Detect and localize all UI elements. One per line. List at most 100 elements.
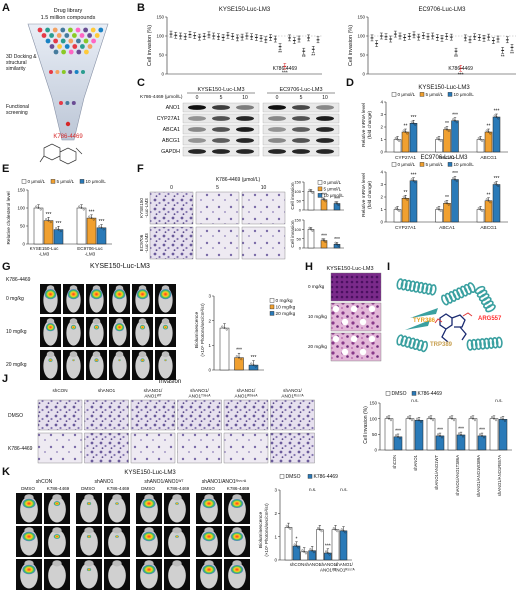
compound-dot <box>52 27 58 33</box>
replicate-point <box>295 545 298 547</box>
invasion-micrograph <box>149 226 194 260</box>
alveolar-space <box>332 335 340 343</box>
data-point <box>389 38 393 40</box>
bar <box>284 527 293 561</box>
replicate-point <box>342 529 345 532</box>
replicate-point <box>35 205 38 208</box>
y-tick-label: 4 <box>380 100 383 105</box>
filtered-compound-dot <box>81 70 85 74</box>
data-point <box>202 35 206 37</box>
y-tick-label: 50 <box>297 198 302 203</box>
mouse-head <box>92 318 101 325</box>
row-label: K786-4469 <box>8 446 33 452</box>
x-tick-label: shANO1/ANO1WT <box>434 455 439 490</box>
hit-label: K786-4469 <box>448 66 473 72</box>
replicate-point <box>324 200 327 203</box>
replicate-point <box>321 197 324 200</box>
panel-letter: F <box>137 163 144 175</box>
mouse-body <box>168 529 186 556</box>
bar <box>451 179 459 223</box>
mouse-image <box>155 350 176 380</box>
helix-turn <box>444 292 453 304</box>
blot-band <box>268 138 286 143</box>
mouse-body <box>48 562 66 589</box>
significance-mark: * <box>296 536 298 542</box>
y-axis-label: (×10⁶ Photons/sec/cm²/sr) <box>200 303 205 357</box>
hit-label: K786-4469 <box>273 66 298 72</box>
replicate-point <box>336 202 338 205</box>
mouse-image <box>63 284 84 314</box>
mouse-image <box>63 350 84 380</box>
helix-turn <box>412 338 420 351</box>
mouse-image <box>164 559 190 590</box>
replicate-point <box>495 419 497 422</box>
y-tick-label: 100 <box>156 34 164 39</box>
replicate-point <box>437 433 439 436</box>
y-tick-label: 50 <box>372 432 378 437</box>
dose-label: K786-4469 (μmol/L) <box>140 94 183 100</box>
blot-band <box>316 149 334 154</box>
y-axis-label: (fold change) <box>367 111 373 139</box>
replicate-point <box>493 417 495 420</box>
blot-band <box>268 116 286 121</box>
lane-dose-label: 0 <box>276 95 279 101</box>
lane-dose-label: 0 <box>196 95 199 101</box>
legend-label: 5 μmol/L <box>57 179 75 184</box>
significance-mark: ** <box>311 53 315 59</box>
y-tick-label: 3 <box>208 294 211 299</box>
replicate-point <box>334 241 337 244</box>
bar <box>339 530 348 561</box>
filtered-compound-dot <box>61 70 66 74</box>
mouse-body <box>80 529 98 556</box>
bioluminescence-signal <box>22 564 36 575</box>
data-point <box>370 37 374 39</box>
helix-turn <box>467 282 476 294</box>
replicate-point <box>454 178 456 181</box>
bioluminescence-signal <box>45 323 56 332</box>
replicate-point <box>430 417 432 420</box>
bar <box>484 131 493 153</box>
mouse-head <box>24 560 34 567</box>
replicate-point <box>334 528 337 531</box>
replicate-point <box>477 137 480 139</box>
filtered-compound-dot <box>55 70 60 74</box>
significance-mark: *** <box>437 428 443 434</box>
blot-group-label: EC9706-Luc-LM3 <box>279 87 322 93</box>
replicate-point <box>406 198 409 201</box>
mouse-image <box>16 559 42 590</box>
mouse-head <box>144 527 154 534</box>
alveolar-space <box>332 305 340 313</box>
replicate-point <box>470 416 472 419</box>
legend-label: 10 μmol/L <box>86 179 107 184</box>
blot-band <box>212 149 230 154</box>
bioluminescence-signal <box>113 289 126 300</box>
legend-swatch <box>21 179 27 184</box>
replicate-point <box>479 208 482 211</box>
legend-label: 0 μmol/L <box>398 162 416 167</box>
data-point <box>375 43 379 45</box>
column-label: shCON <box>52 388 67 393</box>
replicate-point <box>497 185 500 187</box>
helix-turn <box>479 338 486 350</box>
mouse-head <box>144 560 154 567</box>
data-point <box>510 46 514 48</box>
panel-title: KYSE150-Luc-LM3 <box>90 263 150 270</box>
replicate-point <box>436 137 439 139</box>
mouse-image <box>132 317 153 347</box>
bar <box>414 419 424 451</box>
significance-mark: ** <box>487 192 491 198</box>
helix-turn <box>421 282 429 295</box>
blot-row-label: CYP27A1 <box>157 116 180 122</box>
mouse-image <box>76 493 102 524</box>
condition-label: DMSO <box>201 486 215 491</box>
replicate-point <box>221 325 224 328</box>
blot-band <box>236 138 254 143</box>
replicate-point <box>397 435 399 438</box>
replicate-point <box>78 205 81 208</box>
data-point <box>407 35 411 37</box>
mouse-image <box>44 493 70 524</box>
condition-label: K786-4469 <box>167 486 190 491</box>
mouse-image <box>16 526 42 557</box>
alveolar-space <box>350 305 358 313</box>
data-point <box>235 37 239 39</box>
